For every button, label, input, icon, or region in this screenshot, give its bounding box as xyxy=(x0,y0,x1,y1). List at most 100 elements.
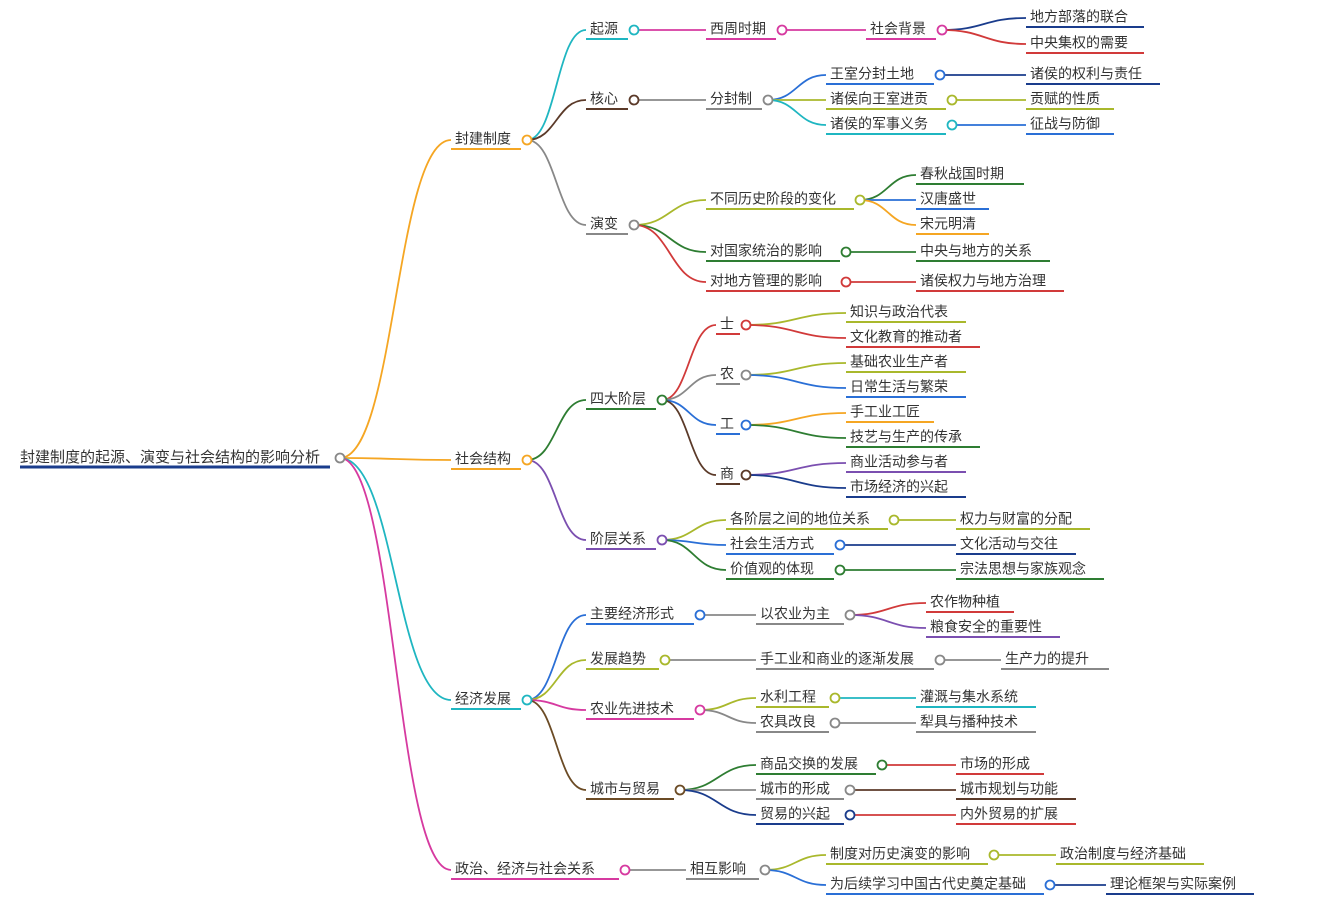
node-handle[interactable] xyxy=(990,851,999,860)
node-label: 农具改良 xyxy=(760,714,816,730)
node-label: 城市与贸易 xyxy=(590,781,660,797)
mindmap-canvas: 封建制度的起源、演变与社会结构的影响分析封建制度社会结构经济发展政治、经济与社会… xyxy=(0,0,1329,917)
node-handle[interactable] xyxy=(764,96,773,105)
node-label: 理论框架与实际案例 xyxy=(1110,876,1236,892)
node-label: 对地方管理的影响 xyxy=(710,273,822,289)
connector xyxy=(634,225,706,252)
node-label: 核心 xyxy=(590,91,618,107)
node-handle[interactable] xyxy=(742,421,751,430)
node-label: 日常生活与繁荣 xyxy=(850,379,948,395)
root-handle[interactable] xyxy=(336,454,345,463)
node-label: 市场经济的兴起 xyxy=(850,479,948,495)
node-handle[interactable] xyxy=(630,96,639,105)
node-label: 市场的形成 xyxy=(960,756,1030,772)
node-label: 宗法思想与家族观念 xyxy=(960,561,1086,577)
node-label: 权力与财富的分配 xyxy=(960,511,1072,527)
node-label: 阶层关系 xyxy=(590,531,646,547)
node-label: 西周时期 xyxy=(710,21,766,37)
node-handle[interactable] xyxy=(846,786,855,795)
connector xyxy=(746,413,846,425)
node-handle[interactable] xyxy=(846,611,855,620)
connector xyxy=(746,475,846,488)
connector xyxy=(942,18,1026,30)
node-label: 价值观的体现 xyxy=(730,561,814,577)
node-label: 灌溉与集水系统 xyxy=(920,689,1018,705)
node-label: 工 xyxy=(720,416,734,432)
node-label: 政治制度与经济基础 xyxy=(1060,846,1186,862)
node-label: 地方部落的联合 xyxy=(1030,9,1128,25)
node-handle[interactable] xyxy=(936,71,945,80)
node-label: 农 xyxy=(720,366,734,382)
node-handle[interactable] xyxy=(630,221,639,230)
connector xyxy=(527,140,586,225)
node-handle[interactable] xyxy=(658,536,667,545)
node-handle[interactable] xyxy=(936,656,945,665)
node-handle[interactable] xyxy=(1046,881,1055,890)
node-label: 内外贸易的扩展 xyxy=(960,806,1058,822)
node-handle[interactable] xyxy=(831,694,840,703)
connector xyxy=(700,698,756,710)
node-label: 手工业和商业的逐渐发展 xyxy=(760,651,914,667)
connector xyxy=(340,140,451,458)
node-label: 征战与防御 xyxy=(1030,116,1100,132)
node-handle[interactable] xyxy=(676,786,685,795)
node-label: 王室分封土地 xyxy=(830,66,914,82)
connector xyxy=(765,870,826,885)
node-handle[interactable] xyxy=(630,26,639,35)
node-handle[interactable] xyxy=(842,278,851,287)
node-label: 粮食安全的重要性 xyxy=(930,619,1042,635)
connector xyxy=(634,225,706,282)
node-label: 以农业为主 xyxy=(760,606,830,622)
connector xyxy=(860,175,916,200)
node-handle[interactable] xyxy=(938,26,947,35)
node-handle[interactable] xyxy=(948,96,957,105)
node-label: 社会结构 xyxy=(455,451,511,467)
node-handle[interactable] xyxy=(948,121,957,130)
node-label: 宋元明清 xyxy=(920,216,976,232)
node-label: 分封制 xyxy=(710,91,752,107)
node-handle[interactable] xyxy=(856,196,865,205)
node-label: 手工业工匠 xyxy=(850,404,920,420)
node-handle[interactable] xyxy=(761,866,770,875)
node-handle[interactable] xyxy=(842,248,851,257)
node-handle[interactable] xyxy=(836,566,845,575)
node-handle[interactable] xyxy=(878,761,887,770)
node-handle[interactable] xyxy=(523,696,532,705)
node-label: 汉唐盛世 xyxy=(920,191,976,207)
node-label: 中央集权的需要 xyxy=(1030,35,1128,51)
node-label: 犁具与播种技术 xyxy=(920,714,1018,730)
node-label: 主要经济形式 xyxy=(590,606,674,622)
node-label: 文化活动与交往 xyxy=(960,536,1058,552)
node-handle[interactable] xyxy=(661,656,670,665)
node-handle[interactable] xyxy=(523,136,532,145)
node-handle[interactable] xyxy=(696,611,705,620)
node-handle[interactable] xyxy=(890,516,899,525)
connector xyxy=(746,375,846,388)
node-label: 农作物种植 xyxy=(930,594,1000,610)
node-handle[interactable] xyxy=(846,811,855,820)
connector xyxy=(700,710,756,723)
node-handle[interactable] xyxy=(836,541,845,550)
connector xyxy=(527,460,586,540)
connector xyxy=(765,855,826,870)
root-label: 封建制度的起源、演变与社会结构的影响分析 xyxy=(20,449,320,466)
node-label: 春秋战国时期 xyxy=(920,166,1004,182)
node-handle[interactable] xyxy=(523,456,532,465)
node-handle[interactable] xyxy=(831,719,840,728)
connector xyxy=(527,660,586,700)
node-label: 基础农业生产者 xyxy=(850,354,948,370)
node-label: 各阶层之间的地位关系 xyxy=(730,511,870,527)
node-handle[interactable] xyxy=(742,371,751,380)
node-label: 起源 xyxy=(590,21,618,37)
node-label: 诸侯向王室进贡 xyxy=(830,91,928,107)
node-label: 社会背景 xyxy=(870,21,926,37)
node-handle[interactable] xyxy=(696,706,705,715)
node-handle[interactable] xyxy=(742,321,751,330)
node-handle[interactable] xyxy=(658,396,667,405)
connector xyxy=(680,765,756,790)
connector xyxy=(768,100,826,125)
node-handle[interactable] xyxy=(742,471,751,480)
node-label: 中央与地方的关系 xyxy=(920,243,1032,259)
node-handle[interactable] xyxy=(621,866,630,875)
node-handle[interactable] xyxy=(778,26,787,35)
